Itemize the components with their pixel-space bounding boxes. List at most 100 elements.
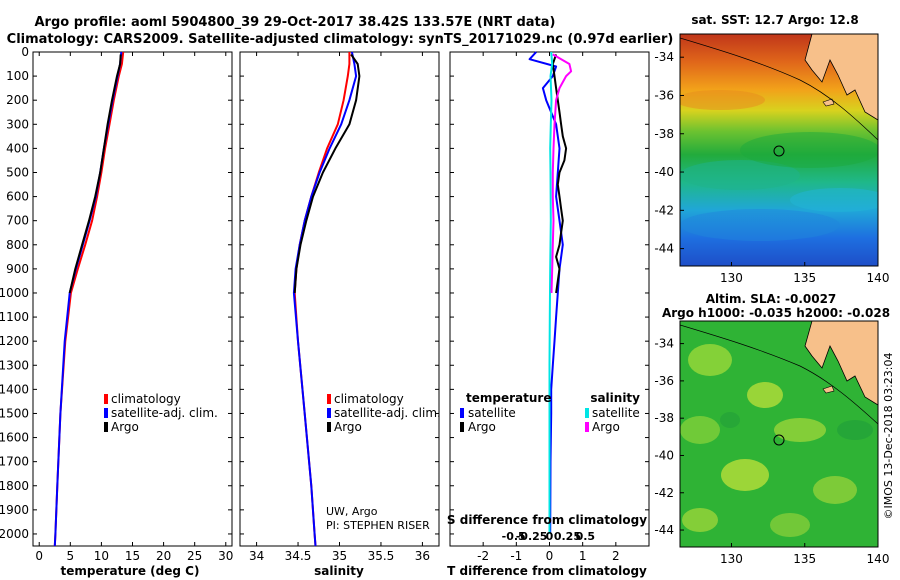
lat-tick-label: -44 <box>654 242 674 256</box>
land-mass <box>804 321 878 406</box>
temperature-legend: climatology satellite-adj. clim. Argo <box>104 392 218 434</box>
lat-tick-label: -34 <box>654 50 674 64</box>
sla-map-title-1: Altim. SLA: -0.0027 <box>706 292 837 306</box>
legend-climatology-label: climatology <box>334 392 404 406</box>
depth-tick-label: 100 <box>6 69 29 83</box>
x-tick-label: -2 <box>477 549 489 563</box>
depth-axis-labels: 0 100 200 300 400 500 600 700 800 900 1000 1100 1200… <box>0 45 29 541</box>
lon-tick-label: 140 <box>867 271 890 285</box>
island <box>822 98 835 107</box>
depth-tick-label: 300 <box>6 117 29 131</box>
difference-legend: temperature salinity satellite Argo sate… <box>460 391 640 434</box>
sla-map-ticks: -34 -36 -38 -40 -42 -44 130 135 140 <box>654 337 889 566</box>
legend-argo-label: Argo <box>334 420 362 434</box>
x-tick-label: 30 <box>218 549 233 563</box>
s-diff-tick-label: 0.5 <box>576 530 596 543</box>
series-line-s-argo <box>550 53 573 294</box>
lat-tick-label: -42 <box>654 203 674 217</box>
legend-t-satellite-label: satellite <box>468 406 516 420</box>
legend-salinity-title: salinity <box>590 391 640 405</box>
x-tick-label: 10 <box>94 549 109 563</box>
lon-tick-label: 130 <box>720 271 743 285</box>
depth-tick-label: 700 <box>6 214 29 228</box>
sst-map-frame <box>679 33 879 267</box>
bathymetry-contour <box>680 37 878 141</box>
legend-s-satellite-swatch <box>585 408 589 418</box>
s-difference-ticks: -0.5-0.250 0.250.5 <box>502 530 595 543</box>
salinity-legend: climatology satellite-adj. clim. Argo <box>327 392 441 434</box>
sla-map: -34 -36 -38 -40 -42 -44 130 135 140 <box>654 320 889 566</box>
series-line-s-satellite <box>548 51 554 534</box>
temperature-ticks: 0 5 10 15 20 25 30 <box>33 51 233 563</box>
salinity-lines <box>292 51 361 547</box>
sla-map-frame <box>679 320 879 548</box>
legend-climatology-label: climatology <box>111 392 181 406</box>
lon-tick-label: 135 <box>793 552 816 566</box>
legend-satellite-label: satellite-adj. clim. <box>111 406 218 420</box>
legend-satellite-swatch <box>327 408 331 418</box>
legend-satellite-swatch <box>104 408 108 418</box>
title-line-2: Climatology: CARS2009. Satellite-adjuste… <box>7 32 674 47</box>
s-diff-tick-label: -0.5 <box>502 530 526 543</box>
legend-argo-label: Argo <box>111 420 139 434</box>
depth-tick-label: 200 <box>6 93 29 107</box>
x-tick-label: 2 <box>612 549 620 563</box>
difference-lines <box>528 51 573 535</box>
lat-tick-label: -34 <box>654 337 674 351</box>
lat-tick-label: -40 <box>654 165 674 179</box>
salinity-panel: 34 34.5 35 35.5 36 climatology satellite-adj… <box>239 51 441 578</box>
land-mass <box>804 34 878 121</box>
s-diff-tick-label: -0.25 <box>516 530 548 543</box>
legend-argo-swatch <box>104 422 108 432</box>
depth-tick-label: 900 <box>6 262 29 276</box>
series-line-t-argo <box>551 54 568 294</box>
legend-t-argo-swatch <box>460 422 464 432</box>
island <box>822 385 835 394</box>
x-tick-label: 0 <box>35 549 43 563</box>
x-tick-label: -1 <box>510 549 522 563</box>
x-tick-label: 36 <box>415 549 430 563</box>
x-tick-label: 0 <box>546 549 554 563</box>
x-tick-label: 5 <box>66 549 74 563</box>
x-tick-label: 34.5 <box>285 549 312 563</box>
legend-temperature-title: temperature <box>466 391 551 405</box>
title-line-1: Argo profile: aoml 5904800_39 29-Oct-201… <box>35 15 556 30</box>
salinity-xlabel: salinity <box>314 564 364 578</box>
depth-tick-label: 1900 <box>0 503 29 517</box>
argo-float-marker <box>773 434 785 446</box>
lat-tick-label: -38 <box>654 127 674 141</box>
sst-map: -34 -36 -38 -40 -42 -44 130 135 140 <box>654 33 890 285</box>
lon-tick-label: 140 <box>867 552 890 566</box>
lat-tick-label: -40 <box>654 448 674 462</box>
imos-credit: ©IMOS 13-Dec-2018 03:23:04 <box>882 353 895 520</box>
depth-tick-label: 400 <box>6 141 29 155</box>
lat-tick-label: -44 <box>654 523 674 537</box>
depth-tick-label: 1100 <box>0 310 29 324</box>
sla-map-title-2: Argo h1000: -0.035 h2000: -0.028 <box>662 306 890 320</box>
argo-float-marker <box>773 145 785 157</box>
depth-tick-label: 1800 <box>0 479 29 493</box>
legend-s-argo-swatch <box>585 422 589 432</box>
depth-tick-label: 0 <box>21 45 29 59</box>
difference-panel: -2 -1 0 1 2 temperature salinity satellite A… <box>447 51 650 578</box>
x-tick-label: 15 <box>125 549 140 563</box>
legend-satellite-label: satellite-adj. clim. <box>334 406 441 420</box>
s-diff-tick-label: 0 <box>546 530 554 543</box>
legend-climatology-swatch <box>104 394 108 404</box>
depth-tick-label: 1400 <box>0 382 29 396</box>
depth-tick-label: 2000 <box>0 527 29 541</box>
depth-tick-label: 1600 <box>0 431 29 445</box>
legend-climatology-swatch <box>327 394 331 404</box>
depth-tick-label: 1300 <box>0 358 29 372</box>
temperature-lines <box>53 51 125 547</box>
depth-tick-label: 800 <box>6 238 29 252</box>
depth-tick-label: 1700 <box>0 455 29 469</box>
lat-tick-label: -36 <box>654 88 674 102</box>
salinity-ticks: 34 34.5 35 35.5 36 <box>240 51 439 563</box>
lat-tick-label: -42 <box>654 486 674 500</box>
t-difference-xlabel: T difference from climatology <box>447 564 647 578</box>
temperature-panel: 0 5 10 15 20 25 30 climatology satellite-adj. … <box>32 51 233 578</box>
depth-tick-label: 500 <box>6 165 29 179</box>
lon-tick-label: 130 <box>720 552 743 566</box>
